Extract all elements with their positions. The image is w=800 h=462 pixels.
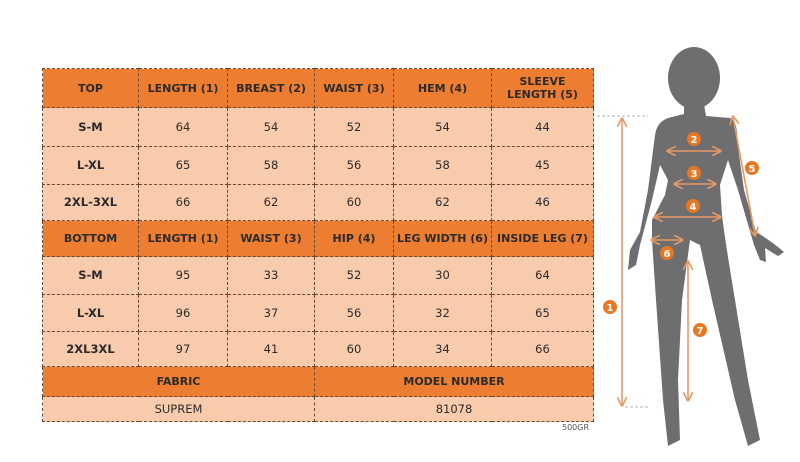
value-cell: 95 xyxy=(138,256,228,295)
header-cell: SLEEVE LENGTH (5) xyxy=(491,68,594,108)
header-cell: HEM (4) xyxy=(393,68,492,108)
fabric-value: SUPREM xyxy=(42,396,315,422)
marker-6: 6 xyxy=(660,246,674,260)
top-header-row: TOP LENGTH (1) BREAST (2) WAIST (3) HEM … xyxy=(42,68,594,108)
table-row: 2XL-3XL 66 62 60 62 46 xyxy=(42,184,594,221)
value-cell: 60 xyxy=(314,184,394,221)
value-cell: 37 xyxy=(227,294,315,332)
svg-text:7: 7 xyxy=(697,326,704,337)
table-row: L-XL 65 58 56 58 45 xyxy=(42,146,594,185)
value-cell: 33 xyxy=(227,256,315,295)
marker-4: 4 xyxy=(686,199,700,213)
header-cell: WAIST (3) xyxy=(227,220,315,257)
table-row: 2XL3XL 97 41 60 34 66 xyxy=(42,331,594,367)
header-cell: LENGTH (1) xyxy=(138,220,228,257)
model-number-header: MODEL NUMBER xyxy=(314,366,594,397)
size-cell: 2XL-3XL xyxy=(42,184,139,221)
value-cell: 65 xyxy=(491,294,594,332)
table-row: S-M 64 54 52 54 44 xyxy=(42,107,594,147)
size-cell: S-M xyxy=(42,107,139,147)
value-cell: 62 xyxy=(393,184,492,221)
marker-2: 2 xyxy=(687,132,701,146)
svg-text:5: 5 xyxy=(749,164,756,175)
value-cell: 62 xyxy=(227,184,315,221)
marker-7: 7 xyxy=(693,323,707,337)
value-cell: 58 xyxy=(393,146,492,185)
value-cell: 45 xyxy=(491,146,594,185)
info-header-row: FABRIC MODEL NUMBER xyxy=(42,366,594,397)
svg-text:2: 2 xyxy=(691,135,698,146)
svg-text:6: 6 xyxy=(664,249,671,260)
header-cell: TOP xyxy=(42,68,139,108)
header-cell: HIP (4) xyxy=(314,220,394,257)
header-cell: LEG WIDTH (6) xyxy=(393,220,492,257)
value-cell: 66 xyxy=(138,184,228,221)
weight-note: 500GR xyxy=(562,423,590,432)
value-cell: 54 xyxy=(227,107,315,147)
size-cell: L-XL xyxy=(42,294,139,332)
value-cell: 56 xyxy=(314,294,394,332)
marker-1: 1 xyxy=(603,300,617,314)
value-cell: 66 xyxy=(491,331,594,367)
header-cell: INSIDE LEG (7) xyxy=(491,220,594,257)
svg-text:3: 3 xyxy=(691,169,698,180)
model-number-value: 81078 xyxy=(314,396,594,422)
sleeve-arrow xyxy=(733,117,755,235)
size-cell: L-XL xyxy=(42,146,139,185)
value-cell: 46 xyxy=(491,184,594,221)
value-cell: 41 xyxy=(227,331,315,367)
value-cell: 60 xyxy=(314,331,394,367)
size-cell: S-M xyxy=(42,256,139,295)
info-value-row: SUPREM 81078 xyxy=(42,396,594,422)
value-cell: 52 xyxy=(314,107,394,147)
marker-5: 5 xyxy=(745,161,759,175)
value-cell: 34 xyxy=(393,331,492,367)
fabric-header: FABRIC xyxy=(42,366,315,397)
value-cell: 54 xyxy=(393,107,492,147)
value-cell: 96 xyxy=(138,294,228,332)
svg-text:1: 1 xyxy=(607,303,614,314)
header-cell: BOTTOM xyxy=(42,220,139,257)
value-cell: 52 xyxy=(314,256,394,295)
value-cell: 97 xyxy=(138,331,228,367)
marker-3: 3 xyxy=(687,166,701,180)
svg-text:4: 4 xyxy=(690,202,697,213)
size-chart-table: TOP LENGTH (1) BREAST (2) WAIST (3) HEM … xyxy=(42,68,594,422)
value-cell: 56 xyxy=(314,146,394,185)
bottom-header-row: BOTTOM LENGTH (1) WAIST (3) HIP (4) LEG … xyxy=(42,220,594,257)
value-cell: 64 xyxy=(491,256,594,295)
value-cell: 64 xyxy=(138,107,228,147)
silhouette xyxy=(628,47,784,446)
table-row: S-M 95 33 52 30 64 xyxy=(42,256,594,295)
